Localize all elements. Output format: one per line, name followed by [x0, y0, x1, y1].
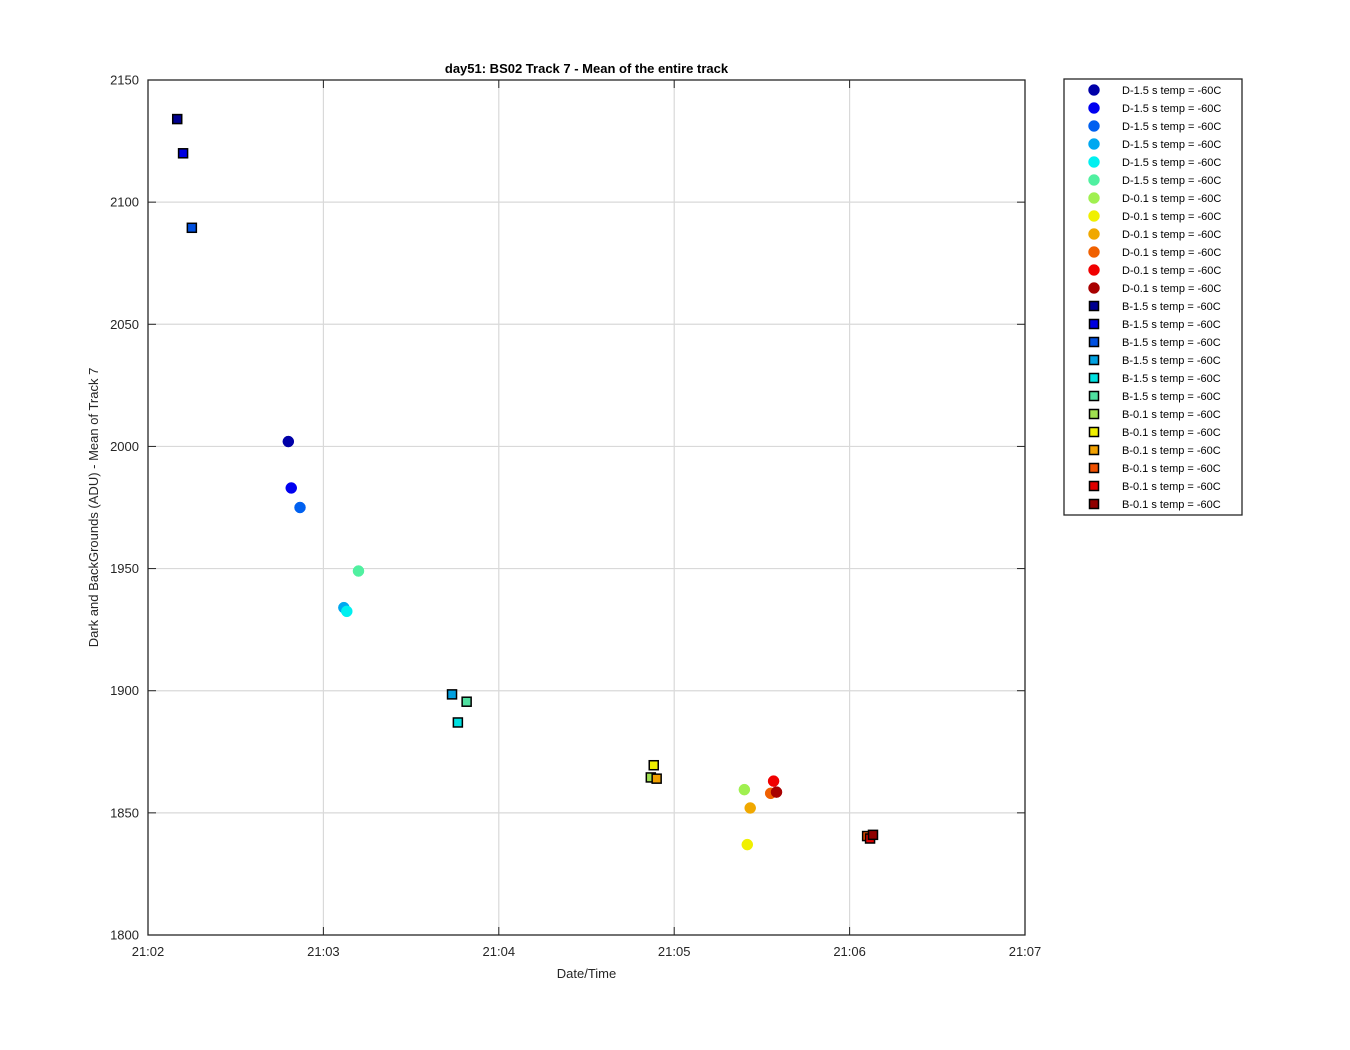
legend-label: D-0.1 s temp = -60C — [1122, 229, 1221, 241]
legend-label: D-1.5 s temp = -60C — [1122, 103, 1221, 115]
x-tick-label: 21:05 — [658, 944, 691, 959]
legend-label: B-1.5 s temp = -60C — [1122, 355, 1221, 367]
legend-label: B-1.5 s temp = -60C — [1122, 391, 1221, 403]
x-tick-label: 21:06 — [833, 944, 866, 959]
legend-marker-circle — [1088, 84, 1100, 96]
y-axis-label: Dark and BackGrounds (ADU) - Mean of Tra… — [86, 368, 101, 648]
legend-marker-circle — [1088, 156, 1100, 168]
legend-label: D-1.5 s temp = -60C — [1122, 121, 1221, 133]
legend-marker-circle — [1088, 192, 1100, 204]
y-tick-label: 1800 — [110, 928, 139, 943]
legend-label: D-0.1 s temp = -60C — [1122, 211, 1221, 223]
x-tick-label: 21:02 — [132, 944, 165, 959]
legend-marker-square — [1088, 318, 1100, 330]
x-tick-label: 21:03 — [307, 944, 340, 959]
data-point-circle — [282, 435, 295, 448]
legend-label: D-0.1 s temp = -60C — [1122, 265, 1221, 277]
data-point-circle — [744, 802, 756, 814]
chart-title: day51: BS02 Track 7 - Mean of the entire… — [445, 61, 729, 76]
legend-marker-circle — [1088, 102, 1100, 114]
legend-marker-square — [1088, 408, 1100, 420]
data-point-square — [461, 696, 472, 707]
legend-label: B-0.1 s temp = -60C — [1122, 409, 1221, 421]
legend-label: B-1.5 s temp = -60C — [1122, 319, 1221, 331]
data-point-square — [648, 759, 659, 771]
legend-label: B-0.1 s temp = -60C — [1122, 481, 1221, 493]
y-tick-label: 1950 — [110, 561, 139, 576]
legend-label: D-1.5 s temp = -60C — [1122, 157, 1221, 169]
legend-marker-square — [1088, 300, 1100, 312]
data-point-square — [452, 717, 464, 728]
legend-marker-square — [1088, 480, 1100, 492]
axes-box — [147, 79, 1026, 936]
legend-marker-circle — [1088, 246, 1100, 258]
y-tick-label: 2150 — [110, 73, 139, 88]
legend-label: D-0.1 s temp = -60C — [1122, 283, 1221, 295]
legend-label: B-0.1 s temp = -60C — [1122, 499, 1221, 511]
legend-marker-square — [1088, 444, 1100, 456]
y-tick-label: 1850 — [110, 805, 139, 820]
legend-marker-circle — [1088, 228, 1100, 240]
data-point-circle — [285, 482, 297, 494]
legend: D-1.5 s temp = -60C D-1.5 s temp = -60C D-… — [1063, 78, 1243, 516]
legend-marker-circle — [1088, 210, 1100, 222]
legend-marker-square — [1088, 462, 1100, 474]
data-point-square — [177, 148, 189, 159]
y-tick-label: 2000 — [110, 439, 139, 454]
y-tick-label: 2050 — [110, 317, 139, 332]
x-tick-label: 21:07 — [1009, 944, 1042, 959]
data-point-circle — [294, 501, 306, 514]
data-point-circle — [770, 786, 783, 798]
y-tick-label: 2100 — [110, 195, 139, 210]
data-points — [171, 113, 879, 851]
legend-marker-square — [1088, 354, 1100, 366]
axes-background — [148, 80, 1025, 935]
legend-marker-circle — [1088, 174, 1100, 186]
legend-label: B-1.5 s temp = -60C — [1122, 373, 1221, 385]
data-point-square — [171, 113, 183, 125]
x-tick-label: 21:04 — [483, 944, 516, 959]
data-point-square — [186, 222, 198, 234]
legend-label: D-1.5 s temp = -60C — [1122, 85, 1221, 97]
x-axis-label: Date/Time — [557, 966, 616, 981]
axis-ticks: 21:02 21:03 21:04 21:05 21:06 21:07 1800 1850 19… — [110, 73, 1041, 960]
legend-label: D-0.1 s temp = -60C — [1122, 247, 1221, 259]
legend-label: D-1.5 s temp = -60C — [1122, 175, 1221, 187]
legend-label: B-1.5 s temp = -60C — [1122, 301, 1221, 313]
legend-label: D-1.5 s temp = -60C — [1122, 139, 1221, 151]
legend-label: D-0.1 s temp = -60C — [1122, 193, 1221, 205]
data-point-square — [651, 773, 662, 784]
legend-marker-circle — [1088, 264, 1100, 276]
y-tick-label: 1900 — [110, 683, 139, 698]
data-point-circle — [352, 565, 365, 577]
data-point-circle — [341, 605, 353, 618]
legend-marker-square — [1088, 372, 1100, 384]
legend-label: B-1.5 s temp = -60C — [1122, 337, 1221, 349]
legend-label: B-0.1 s temp = -60C — [1122, 445, 1221, 457]
data-point-circle — [738, 783, 751, 796]
legend-marker-square — [1088, 390, 1100, 402]
data-point-circle — [741, 838, 754, 851]
legend-marker-square — [1088, 498, 1100, 510]
data-point-circle — [767, 775, 780, 787]
legend-marker-circle — [1088, 138, 1100, 150]
legend-box — [1063, 78, 1243, 516]
legend-marker-circle — [1088, 282, 1100, 294]
plot-area: 21:02 21:03 21:04 21:05 21:06 21:07 1800 1850 19… — [110, 73, 1041, 960]
legend-marker-circle — [1088, 120, 1100, 132]
data-point-square — [867, 829, 879, 841]
legend-label: B-0.1 s temp = -60C — [1122, 427, 1221, 439]
legend-marker-square — [1088, 426, 1100, 438]
data-point-square — [446, 689, 458, 700]
grid — [148, 80, 1025, 935]
legend-label: B-0.1 s temp = -60C — [1122, 463, 1221, 475]
legend-marker-square — [1088, 336, 1100, 348]
